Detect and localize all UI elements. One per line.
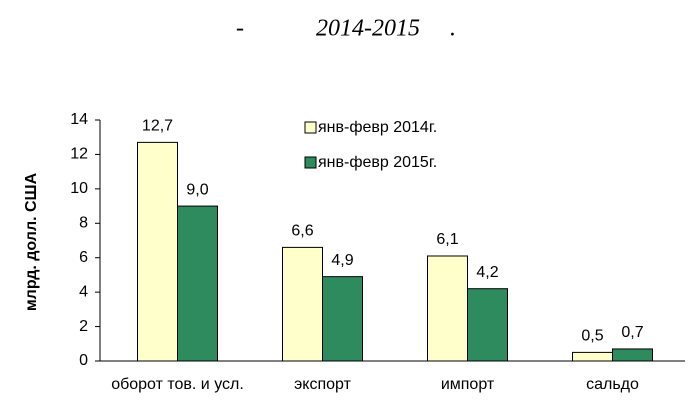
bar xyxy=(427,255,468,362)
value-label: 4,2 xyxy=(476,264,498,281)
bar xyxy=(137,141,178,362)
bar xyxy=(572,351,613,362)
value-label: 6,1 xyxy=(436,231,458,248)
y-tick-label: 4 xyxy=(79,283,88,300)
value-label: 4,9 xyxy=(331,252,353,269)
value-label: 9,0 xyxy=(186,181,208,198)
legend-swatch xyxy=(304,121,317,134)
chart-title: - 2014-2015 . xyxy=(236,16,456,42)
x-tick-label: экспорт xyxy=(294,376,351,393)
legend-label: янв-февр 2015г. xyxy=(318,154,437,171)
y-tick-label: 12 xyxy=(70,146,88,163)
value-label: 12,7 xyxy=(142,118,173,135)
y-tick-label: 2 xyxy=(79,318,88,335)
value-label: 0,7 xyxy=(621,324,643,341)
bar xyxy=(177,205,218,362)
bar xyxy=(282,246,323,362)
x-tick-label: оборот тов. и усл. xyxy=(111,376,244,393)
y-axis-label: млрд. долл. США xyxy=(23,172,40,311)
bar xyxy=(612,348,653,362)
legend-label: янв-февр 2014г. xyxy=(318,119,437,136)
y-tick-label: 8 xyxy=(79,215,88,232)
bar xyxy=(322,276,363,362)
x-tick-label: сальдо xyxy=(586,376,639,393)
value-label: 0,5 xyxy=(581,328,603,345)
y-tick-label: 0 xyxy=(79,352,88,369)
y-tick-label: 6 xyxy=(79,249,88,266)
legend-swatch xyxy=(304,156,317,169)
x-tick-label: импорт xyxy=(441,376,495,393)
bar xyxy=(467,288,508,362)
value-label: 6,6 xyxy=(291,223,313,240)
y-tick-label: 10 xyxy=(70,180,88,197)
y-tick-label: 14 xyxy=(70,111,88,128)
